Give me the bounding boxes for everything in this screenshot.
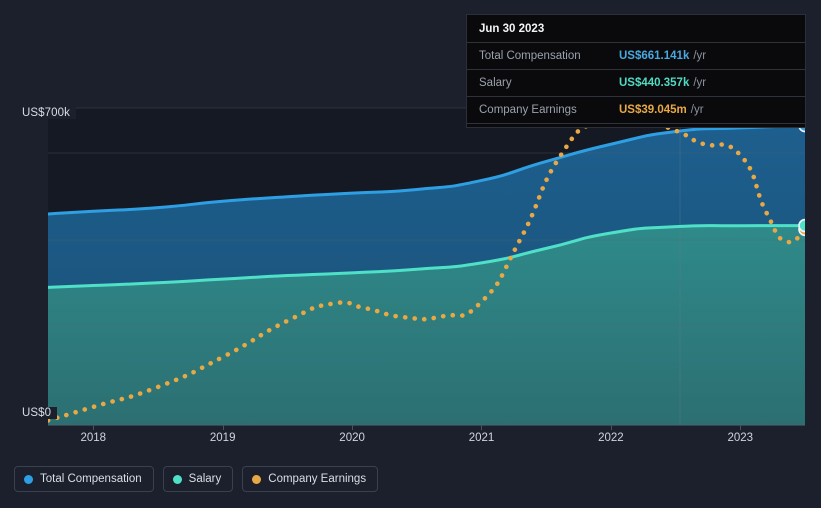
legend-swatch-icon	[172, 474, 182, 484]
x-axis-line	[0, 425, 821, 426]
x-axis-tick	[740, 425, 742, 430]
y-axis-bottom-label: US$0	[22, 407, 58, 419]
x-axis-tick	[481, 425, 483, 430]
chart-svg	[45, 107, 812, 426]
legend-swatch-icon	[252, 474, 262, 484]
tooltip-row: Company Earnings US$39.045m/yr	[467, 96, 805, 123]
legend: Total Compensation Salary Company Earnings	[14, 466, 379, 492]
legend-swatch-icon	[24, 474, 33, 484]
legend-item-company-earnings[interactable]: Company Earnings	[242, 466, 379, 492]
x-axis-tick-label: 2023	[727, 432, 754, 444]
tooltip-row: Total Compensation US$661.141k/yr	[467, 42, 805, 69]
legend-item-label: Salary	[188, 473, 222, 485]
tooltip-row-label: Salary	[479, 77, 512, 89]
x-axis-tick	[610, 425, 612, 430]
x-axis-tick-label: 2020	[339, 432, 365, 444]
tooltip-row-unit: /yr	[693, 50, 707, 62]
tooltip-row-value: US$440.357k	[619, 77, 690, 89]
x-axis-tick	[93, 425, 95, 430]
legend-item-total-compensation[interactable]: Total Compensation	[14, 466, 154, 492]
tooltip: Jun 30 2023 Total Compensation US$661.141…	[466, 14, 806, 128]
left-axis-mask	[0, 0, 48, 460]
tooltip-row-unit: /yr	[690, 104, 704, 116]
y-axis-top-label: US$700k	[22, 107, 77, 119]
legend-item-label: Total Compensation	[40, 473, 142, 485]
x-axis-tick	[222, 425, 224, 430]
tooltip-date: Jun 30 2023	[479, 23, 545, 35]
right-edge-mask	[805, 0, 821, 460]
tooltip-row-value: US$661.141k	[619, 50, 690, 62]
legend-item-label: Company Earnings	[268, 473, 367, 485]
x-axis-tick-label: 2021	[468, 432, 495, 444]
x-axis-tick-label: 2022	[598, 432, 624, 444]
tooltip-row-label: Total Compensation	[479, 50, 581, 62]
tooltip-row-label: Company Earnings	[479, 104, 577, 116]
tooltip-row-unit: /yr	[693, 77, 707, 89]
x-axis-tick-label: 2018	[80, 432, 107, 444]
tooltip-footer-rule	[467, 123, 805, 127]
tooltip-rows: Total Compensation US$661.141k/yr Salary US…	[467, 42, 805, 123]
tooltip-row: Salary US$440.357k/yr	[467, 69, 805, 96]
x-axis-tick	[352, 425, 354, 430]
x-axis-tick-label: 2019	[209, 432, 236, 444]
plot-area	[45, 107, 812, 426]
tooltip-row-value: US$39.045m	[619, 104, 687, 116]
legend-item-salary[interactable]: Salary	[162, 466, 234, 492]
